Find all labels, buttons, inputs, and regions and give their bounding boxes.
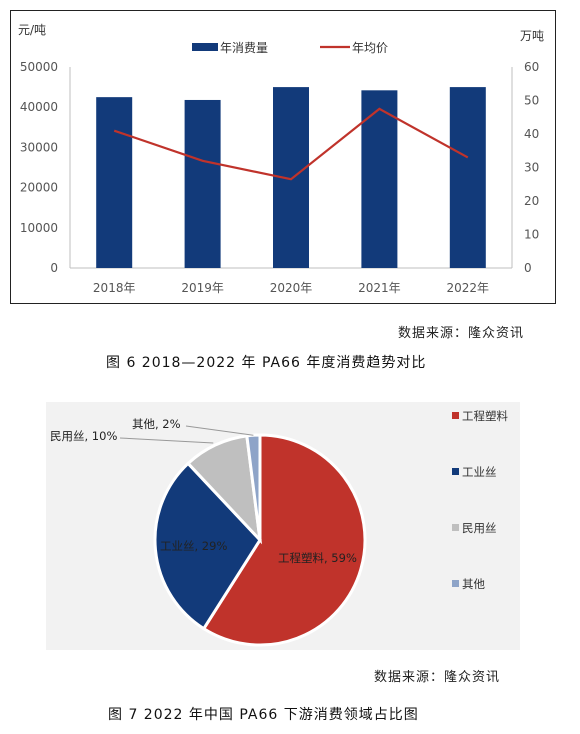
chart2-data-label: 民用丝, 10% <box>50 429 117 443</box>
chart1-right-tick-label: 0 <box>524 261 532 275</box>
chart1-left-tick-label: 10000 <box>20 221 58 235</box>
chart1-legend-bar-swatch <box>192 43 218 51</box>
chart1-bar <box>184 99 221 269</box>
chart2-legend-swatch <box>452 524 459 531</box>
chart1-right-tick-label: 50 <box>524 94 539 108</box>
chart1-bar <box>449 87 486 268</box>
chart1-right-unit-label: 万吨 <box>520 29 544 43</box>
chart1-caption: 图 6 2018—2022 年 PA66 年度消费趋势对比 <box>106 355 427 371</box>
chart2-leader-line <box>119 437 214 444</box>
chart2-legend-swatch <box>452 412 459 419</box>
chart2-legend-swatch <box>452 580 459 587</box>
chart1-source: 数据来源：隆众资讯 <box>398 326 525 341</box>
chart2-data-label: 其他, 2% <box>132 417 181 431</box>
chart2-legend-label: 工程塑料 <box>462 409 508 423</box>
chart1-bar <box>361 90 398 268</box>
chart2-data-label: 工程塑料, 59% <box>278 551 357 565</box>
chart1-legend-bar-label: 年消费量 <box>220 41 268 55</box>
chart2-caption: 图 7 2022 年中国 PA66 下游消费领域占比图 <box>108 707 419 723</box>
chart2-data-label: 工业丝, 29% <box>160 539 227 553</box>
chart2-pie-chart: 工程塑料, 59% 工业丝, 29% 民用丝, 10% 其他, 2% 工程塑料工业丝民用… <box>50 409 508 647</box>
chart1-right-tick-label: 30 <box>524 161 539 175</box>
chart2-legend-label: 其他 <box>462 577 485 591</box>
chart2-pie-slice <box>153 461 262 631</box>
chart2-legend-label: 民用丝 <box>462 521 497 535</box>
chart1-bar <box>96 97 133 269</box>
chart1-right-tick-label: 40 <box>524 127 539 141</box>
chart2-legend-label: 工业丝 <box>462 465 497 479</box>
chart1-right-tick-label: 10 <box>524 228 539 242</box>
chart1-x-tick-label: 2021年 <box>358 281 401 295</box>
chart2-legend-swatch <box>452 468 459 475</box>
chart1-right-tick-label: 60 <box>524 60 539 74</box>
chart1-bar-line-chart: 元/吨 万吨 0 10000 20000 30000 40000 50000 0 10 20 30 40… <box>18 23 544 295</box>
chart1-x-tick-label: 2022年 <box>447 281 490 295</box>
chart2-pie-slice <box>201 433 367 647</box>
chart1-left-tick-label: 40000 <box>20 100 58 114</box>
chart1-left-tick-label: 50000 <box>20 60 58 74</box>
chart1-right-tick-label: 20 <box>524 194 539 208</box>
chart2-leader-line <box>185 425 254 436</box>
chart1-legend-line-label: 年均价 <box>352 41 388 55</box>
chart1-x-tick-label: 2020年 <box>270 281 313 295</box>
chart1-x-tick-label: 2018年 <box>93 281 136 295</box>
chart2-source: 数据来源：隆众资讯 <box>374 670 501 685</box>
chart1-price-line <box>113 107 469 181</box>
chart1-left-tick-label: 20000 <box>20 181 58 195</box>
chart1-left-tick-label: 30000 <box>20 140 58 154</box>
chart1-left-unit-label: 元/吨 <box>18 23 46 37</box>
chart1-x-tick-label: 2019年 <box>181 281 224 295</box>
chart1-left-tick-label: 0 <box>50 261 58 275</box>
